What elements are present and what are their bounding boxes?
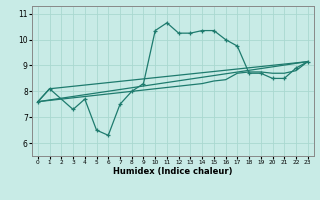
X-axis label: Humidex (Indice chaleur): Humidex (Indice chaleur): [113, 167, 233, 176]
